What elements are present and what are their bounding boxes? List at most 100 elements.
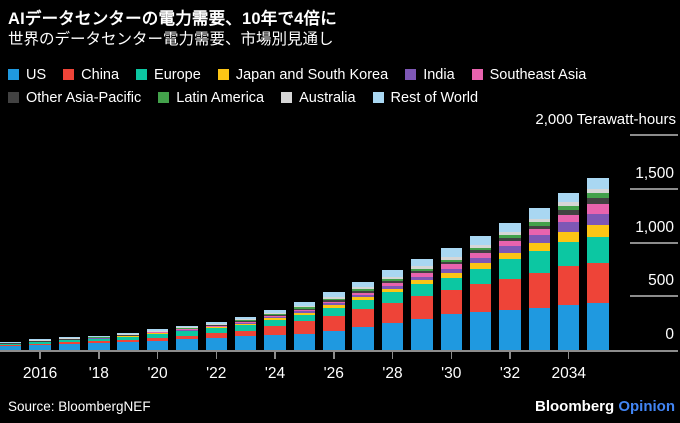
bar-segment	[234, 323, 257, 325]
bar-segment	[29, 341, 51, 344]
bar-segment	[323, 291, 345, 297]
x-tick	[274, 352, 276, 359]
bar-segment	[323, 330, 345, 350]
bar-segment	[176, 331, 198, 336]
bar-segment	[440, 272, 462, 278]
bar-segment	[440, 259, 462, 262]
bar-2024	[264, 0, 286, 350]
bar-segment	[499, 259, 521, 279]
legend-item: Rest of World	[372, 90, 478, 106]
bar-segment	[146, 331, 169, 332]
legend-row-1: US China Europe Japan and South Korea India S…	[8, 63, 676, 86]
bar-segment	[587, 262, 609, 304]
bar-segment	[440, 256, 462, 260]
legend-label: Australia	[299, 89, 356, 106]
bar-segment	[323, 296, 345, 299]
bar-segment	[528, 307, 551, 350]
x-tick-label: '30	[441, 365, 462, 382]
source-credit: Source: BloombergNEF	[8, 399, 151, 414]
bar-segment	[528, 218, 551, 223]
bar-segment	[323, 307, 345, 316]
bar-segment	[176, 329, 198, 331]
bar-segment	[234, 319, 257, 321]
bar-segment	[469, 244, 492, 248]
bar-segment	[146, 340, 169, 350]
bar-segment	[528, 251, 551, 273]
bar-segment	[58, 339, 81, 340]
bar-segment	[293, 312, 316, 315]
bar-segment	[117, 335, 139, 337]
legend-item: US	[8, 67, 46, 83]
bar-segment	[117, 342, 139, 350]
bar-segment	[352, 287, 374, 290]
bar-segment	[411, 271, 433, 274]
bar-segment	[176, 339, 198, 350]
x-tick-label: '20	[147, 365, 168, 382]
bar-segment	[469, 312, 492, 350]
bar-segment	[352, 309, 374, 328]
bar-segment	[88, 337, 110, 339]
bar-segment	[352, 290, 374, 293]
legend-swatch	[136, 69, 148, 80]
bar-segment	[293, 308, 316, 310]
bar-segment	[323, 303, 345, 306]
bar-segment	[587, 193, 609, 199]
bar-segment	[528, 272, 551, 308]
bar-segment	[264, 319, 286, 327]
opinion-wordmark: Opinion	[618, 398, 675, 415]
bar-segment	[469, 269, 492, 285]
bar-2020	[146, 0, 169, 350]
bar-segment	[117, 333, 139, 334]
bar-segment	[323, 300, 345, 302]
y-tick-line	[630, 295, 678, 298]
x-tick-label: '26	[323, 365, 344, 382]
y-tick-line	[630, 134, 678, 136]
x-tick	[98, 352, 100, 359]
y-tick-line	[630, 187, 678, 190]
bar-segment	[557, 222, 580, 232]
bar-segment	[234, 336, 257, 350]
bar-2022	[205, 0, 228, 350]
bar-segment	[499, 234, 521, 238]
legend-label: US	[26, 66, 47, 83]
bar-segment	[411, 284, 433, 297]
bar-segment	[469, 247, 492, 251]
y-tick-label: 1,500	[635, 164, 674, 182]
bar-segment	[499, 241, 521, 247]
bar-segment	[557, 210, 580, 215]
bar-segment	[234, 317, 257, 320]
legend: US China Europe Japan and South Korea India S…	[8, 63, 676, 109]
bar-segment	[381, 285, 404, 289]
bar-segment	[58, 337, 81, 339]
bar-segment	[234, 324, 257, 331]
bar-2029	[411, 0, 433, 350]
bar-2034	[557, 0, 580, 350]
bar-segment	[205, 325, 228, 327]
legend-label: China	[81, 66, 120, 83]
bar-2016	[29, 0, 51, 350]
bar-segment	[293, 314, 316, 322]
bar-2015	[0, 0, 22, 350]
bar-2019	[117, 0, 139, 350]
bar-segment	[381, 281, 404, 284]
bar-segment	[58, 344, 81, 350]
bar-2025	[293, 0, 316, 350]
bar-segment	[88, 343, 110, 350]
bar-segment	[381, 291, 404, 303]
bar-segment	[88, 335, 110, 337]
bar-2027	[352, 0, 374, 350]
bar-segment	[381, 283, 404, 286]
bar-2033	[528, 0, 551, 350]
bar-segment	[557, 231, 580, 242]
bar-segment	[411, 258, 433, 267]
bar-segment	[557, 201, 580, 206]
bar-segment	[587, 237, 609, 263]
bar-2035	[587, 0, 609, 350]
bar-segment	[176, 329, 198, 330]
legend-swatch	[8, 92, 19, 103]
bar-segment	[469, 258, 492, 264]
bar-segment	[205, 337, 228, 350]
legend-swatch	[158, 92, 170, 103]
bar-segment	[469, 263, 492, 270]
bar-segment	[411, 273, 433, 277]
